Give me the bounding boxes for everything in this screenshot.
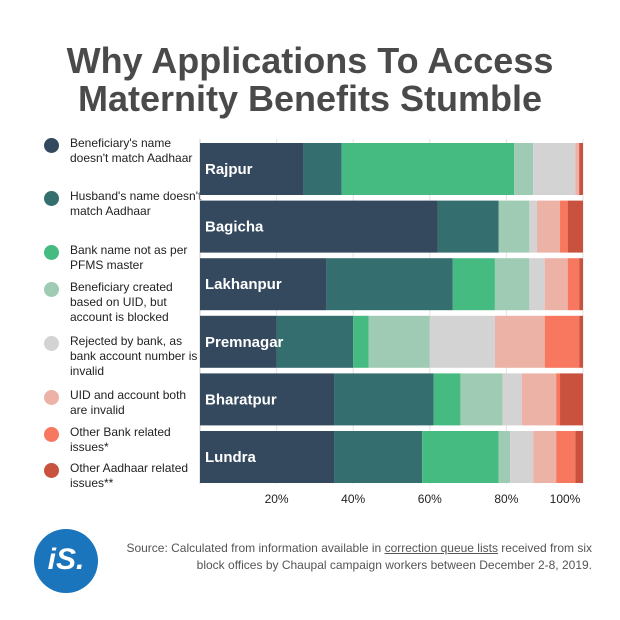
legend-swatch	[44, 336, 59, 351]
bar-category-label: Bagicha	[205, 219, 264, 236]
bar-segment	[460, 373, 503, 426]
legend-label: Other Bank related issues*	[70, 425, 171, 454]
x-tick-label: 80%	[494, 492, 518, 506]
bar-segment	[579, 143, 583, 195]
bar-category-label: Premnagar	[205, 334, 284, 351]
x-tick-label: 40%	[341, 492, 365, 506]
bar-segment	[514, 143, 534, 195]
legend-swatch	[44, 463, 59, 478]
source-prefix: Source: Calculated from information avai…	[126, 541, 385, 555]
bar-segment	[200, 200, 438, 253]
x-tick-label: 60%	[418, 492, 442, 506]
bar-segment	[437, 200, 499, 253]
bar-segment	[353, 315, 369, 368]
bar-segment	[575, 431, 583, 483]
bar-segment	[510, 431, 534, 483]
bar-segment	[334, 373, 434, 426]
bar-category-label: Lakhanpur	[205, 276, 282, 293]
bar-segment	[494, 258, 530, 311]
bar-category-label: Lundra	[205, 449, 256, 466]
bar-segment	[556, 373, 561, 426]
legend-label: Bank name not as per PFMS master	[70, 243, 188, 272]
bar-segment	[334, 431, 423, 483]
source-suffix: received from six block offices by Chaup…	[196, 541, 592, 572]
legend-label: Rejected by bank, as bank account number…	[70, 334, 198, 378]
bar-segment	[579, 258, 583, 311]
bar-segment	[200, 431, 335, 483]
bar-segment	[200, 143, 304, 195]
bar-segment	[452, 258, 495, 311]
chart-title-line-2: Maternity Benefits Stumble	[77, 78, 543, 119]
legend-swatch	[44, 138, 59, 153]
bar-segment	[494, 315, 545, 368]
legend-swatch	[44, 390, 59, 405]
bar-segment	[556, 431, 576, 483]
bar-segment	[498, 431, 511, 483]
legend-label: UID and account both are invalid	[70, 388, 187, 417]
bar-segment	[433, 373, 461, 426]
legend-label: Other Aadhaar related issues**	[70, 461, 189, 490]
bar-segment	[560, 200, 568, 253]
bar-segment	[276, 315, 354, 368]
x-tick-label: 20%	[265, 492, 289, 506]
bar-segment	[579, 315, 583, 368]
chart-title: Why Applications To Access Maternity Ben…	[0, 42, 620, 118]
bar-segment	[429, 315, 495, 368]
logo-text: iS.	[47, 543, 85, 576]
bar-segment	[544, 258, 568, 311]
bar-segment	[303, 143, 342, 195]
bar-segment	[498, 200, 530, 253]
bar-segment	[575, 143, 580, 195]
legend-swatch	[44, 245, 59, 260]
bar-segment	[529, 258, 545, 311]
legend-label: Beneficiary created based on UID, but ac…	[70, 280, 173, 324]
bar-segment	[326, 258, 453, 311]
bar-segment	[368, 315, 430, 368]
bar-segment	[200, 315, 277, 368]
legend-label: Beneficiary's name doesn't match Aadhaar	[70, 136, 193, 165]
indiaspend-logo: iS.	[34, 529, 98, 593]
bar-category-label: Bharatpur	[205, 391, 277, 408]
bar-segment	[529, 200, 538, 253]
legend-swatch	[44, 191, 59, 206]
bar-segment	[560, 373, 583, 426]
bar-segment	[502, 373, 522, 426]
legend-swatch	[44, 282, 59, 297]
bar-segment	[567, 258, 580, 311]
legend-label: Husband's name doesn't match Aadhaar	[70, 189, 202, 218]
bar-segment	[533, 431, 557, 483]
source-note: Source: Calculated from information avai…	[112, 540, 592, 574]
legend-swatch	[44, 427, 59, 442]
bar-segment	[544, 315, 580, 368]
bar-category-label: Rajpur	[205, 161, 253, 178]
bar-segment	[567, 200, 583, 253]
x-tick-label: 100%	[550, 492, 581, 506]
bar-segment	[521, 373, 557, 426]
source-link[interactable]: correction queue lists	[384, 541, 498, 555]
bar-segment	[537, 200, 561, 253]
bar-segment	[533, 143, 576, 195]
bar-segment	[200, 258, 327, 311]
bar-segment	[341, 143, 515, 195]
chart-title-line-1: Why Applications To Access	[66, 40, 554, 81]
bar-segment	[200, 373, 335, 426]
bar-segment	[422, 431, 499, 483]
